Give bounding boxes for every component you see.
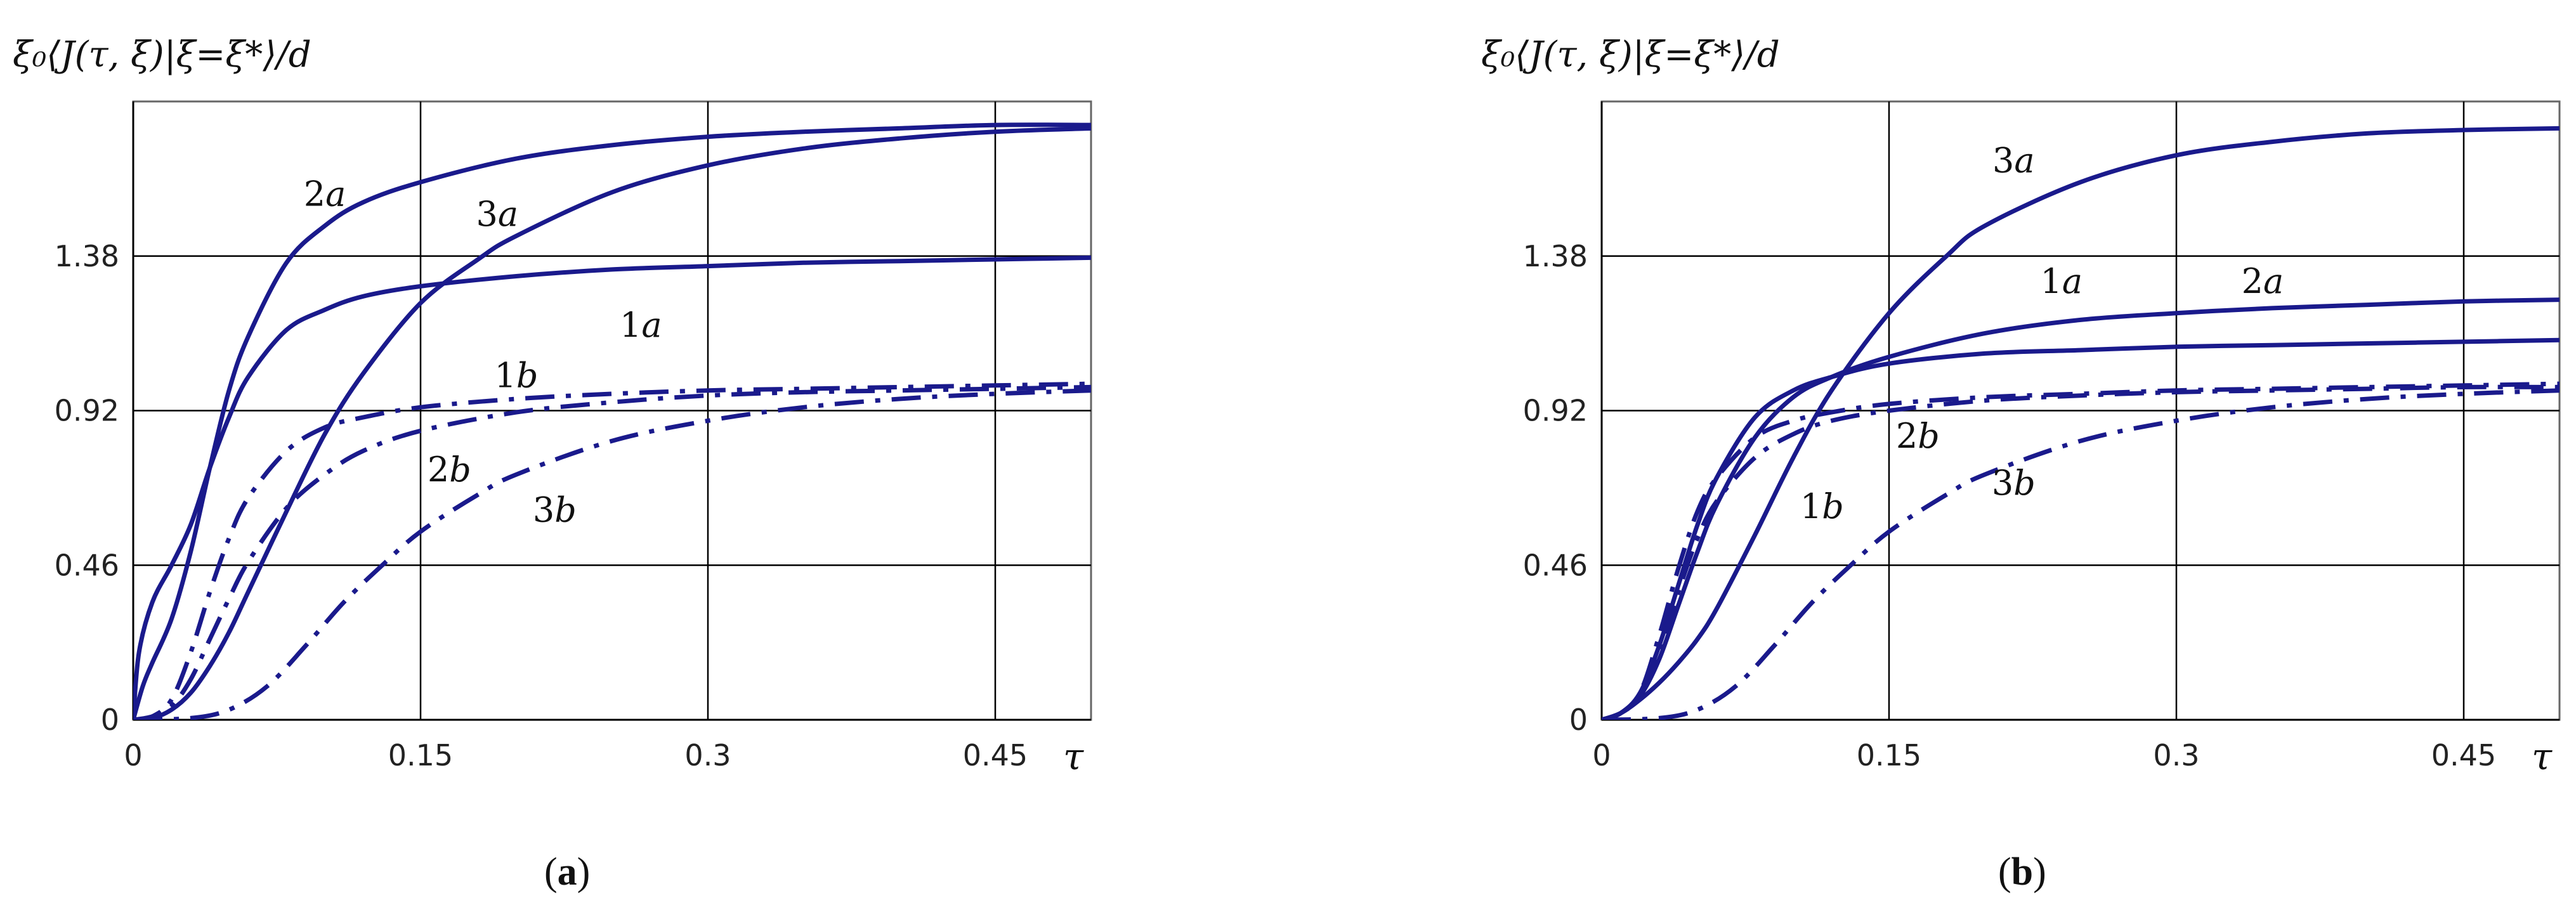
panel-a-curve-label-var: b xyxy=(516,355,539,395)
panel-a-series-3b xyxy=(133,388,1091,720)
panel-a-curve-label-number: 2 xyxy=(304,174,325,214)
panel-b-x-tick-label: 0 xyxy=(1592,738,1611,772)
panel-a-curve-label-1a: 1a xyxy=(620,305,662,345)
panel-a-curve-label-var: b xyxy=(554,490,577,530)
panel-a-curve-label-var: a xyxy=(498,194,518,234)
panel-b-curve-label-1b: 1b xyxy=(1800,486,1844,526)
panel-b-curve-label-var: b xyxy=(1822,486,1844,526)
panel-b-curve-label-var: a xyxy=(2014,140,2034,180)
panel-a-x-tick-label: 0 xyxy=(124,738,142,772)
panel-b-curve-label-number: 2 xyxy=(1896,416,1918,456)
panel-b-x-tick-label: 0.45 xyxy=(2431,738,2496,772)
panel-a-y-tick-label: 0.92 xyxy=(55,394,119,428)
panel-a-curve-label-number: 2 xyxy=(428,450,449,490)
panel-a-series-3a xyxy=(133,126,1091,720)
panel-a-curve-label-3b: 3b xyxy=(533,490,577,530)
panel-a-y-tick-label: 0 xyxy=(101,703,119,737)
panel-a-curve-label-3a: 3a xyxy=(476,194,519,234)
panel-a-curve-label-var: a xyxy=(325,174,346,214)
panel-b-y-tick-label: 0.46 xyxy=(1523,548,1588,582)
panel-a-curve-label-var: b xyxy=(449,450,471,490)
caption-a: (a) xyxy=(544,850,591,894)
panel-a-series-1a xyxy=(133,255,1091,720)
panel-b-curve-label-var: a xyxy=(2062,261,2082,301)
panel-b-series-2b xyxy=(1602,384,2560,720)
panel-b-curve-label-number: 3 xyxy=(1992,463,2013,503)
panel-a-series-2b xyxy=(133,384,1091,720)
panel-b-curve-label-1a: 1a xyxy=(2041,261,2083,301)
panel-b-series-3b xyxy=(1602,388,2560,720)
panel-a-x-tick-label: 0.3 xyxy=(684,738,731,772)
panel-a-y-tick-label: 0.46 xyxy=(55,548,119,582)
panel-a: 0 0.15 0.3 0.45 0 0.46 0.92 1.38 τ ξ₀⟨J(τ, ξ)|ξ=ξ… xyxy=(13,34,1092,778)
panel-a-curve-label-number: 1 xyxy=(495,355,516,395)
panel-b-curve-label-number: 2 xyxy=(2242,261,2263,301)
panel-b-curve-label-number: 3 xyxy=(1992,140,2014,180)
panel-a-x-tick-label: 0.45 xyxy=(963,738,1028,772)
panel-a-curve-label-var: a xyxy=(641,305,662,345)
panel-b-series-2a xyxy=(1602,297,2560,720)
panel-b: 0 0.15 0.3 0.45 0 0.46 0.92 1.38 τ ξ₀⟨J(τ, ξ)|ξ=ξ… xyxy=(1481,34,2561,778)
panel-b-curve-label-var: a xyxy=(2263,261,2284,301)
panel-a-curve-label-number: 3 xyxy=(533,490,554,530)
panel-a-curve-label-1b: 1b xyxy=(495,355,539,395)
panel-b-y-tick-label: 1.38 xyxy=(1523,239,1588,273)
panel-a-x-axis-label: τ xyxy=(1063,735,1084,778)
panel-a-curve-label-2b: 2b xyxy=(428,450,471,490)
panel-b-x-tick-label: 0.3 xyxy=(2153,738,2199,772)
panel-b-y-tick-label: 0 xyxy=(1569,703,1588,737)
caption-b: (b) xyxy=(1998,850,2046,894)
caption-a-label: a xyxy=(557,850,577,894)
panel-b-y-axis-label: ξ₀⟨J(τ, ξ)|ξ=ξ*⟩/d xyxy=(1481,34,1780,75)
panel-b-curve-label-number: 1 xyxy=(2041,261,2062,301)
panel-b-curve-label-3b: 3b xyxy=(1992,463,2036,503)
caption-b-label: b xyxy=(2011,850,2034,894)
panel-b-y-tick-label: 0.92 xyxy=(1523,394,1588,428)
panel-b-curve-label-2a: 2a xyxy=(2242,261,2284,301)
panel-b-curve-label-var: b xyxy=(1918,416,1940,456)
panel-a-curve-label-number: 3 xyxy=(476,194,498,234)
panel-b-x-axis-label: τ xyxy=(2532,735,2553,778)
panel-a-curve-label-2a: 2a xyxy=(304,174,346,214)
panel-b-curve-label-3a: 3a xyxy=(1992,140,2035,180)
panel-b-curve-label-2b: 2b xyxy=(1896,416,1940,456)
panel-a-curve-label-number: 1 xyxy=(620,305,641,345)
panel-a-series-1b xyxy=(133,381,1091,720)
panel-b-curve-label-var: b xyxy=(2013,463,2036,503)
panel-a-y-axis-label: ξ₀⟨J(τ, ξ)|ξ=ξ*⟩/d xyxy=(13,34,311,75)
panel-b-series-3a xyxy=(1602,126,2560,720)
panel-a-x-tick-label: 0.15 xyxy=(388,738,453,772)
panel-b-x-tick-label: 0.15 xyxy=(1857,738,1921,772)
panel-a-y-tick-label: 1.38 xyxy=(55,239,119,273)
panel-b-curve-label-number: 1 xyxy=(1800,486,1822,526)
panel-a-series-2a xyxy=(133,122,1091,720)
